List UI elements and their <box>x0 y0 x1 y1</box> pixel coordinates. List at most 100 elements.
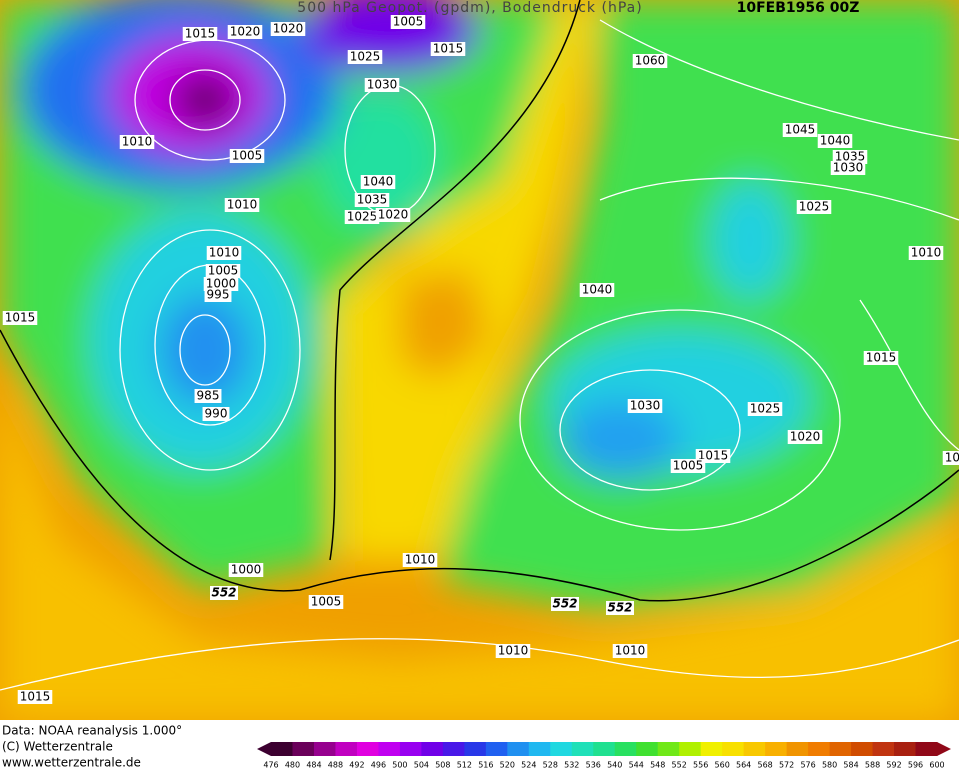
isobar-label-box <box>579 283 615 297</box>
colorbar-tick-label: 560 <box>715 761 730 770</box>
colorbar-tick-label: 488 <box>328 761 343 770</box>
isobar-label-text: 1015 <box>698 449 729 463</box>
isobar-label-text: 1010 <box>615 644 646 658</box>
color-swatch <box>528 742 551 756</box>
isobar-label-box <box>206 246 242 260</box>
colorbar-tick-label: 496 <box>371 761 386 770</box>
isobar-label-box <box>627 399 663 413</box>
colorbar-tick-label: 596 <box>908 761 923 770</box>
isobar-label-text: 1005 <box>393 15 424 29</box>
color-swatch <box>550 742 573 756</box>
colorbar-tick-label: 572 <box>779 761 794 770</box>
colorbar-end-low <box>257 742 271 756</box>
isobar-label: 1010 <box>495 644 531 658</box>
color-swatch <box>421 742 444 756</box>
isobar-label-box <box>194 389 222 403</box>
isobar-label: 1020 <box>375 208 411 222</box>
isobar-label-text: 1020 <box>378 208 409 222</box>
isobar-label: 1010 <box>612 644 648 658</box>
colorbar-tick-label: 592 <box>886 761 901 770</box>
color-swatch <box>786 742 809 756</box>
color-swatch <box>872 742 895 756</box>
color-swatch <box>829 742 852 756</box>
isobar-label-box <box>782 123 818 137</box>
isobar-label-text: 1035 <box>835 150 866 164</box>
isobar-label-text: 1010 <box>911 246 942 260</box>
isobar-label: 1010 <box>224 198 260 212</box>
color-swatch <box>851 742 874 756</box>
isobar-label: 1000 <box>203 277 239 291</box>
color-swatch <box>399 742 422 756</box>
color-swatch <box>335 742 358 756</box>
colorbar-tick-label: 480 <box>285 761 300 770</box>
isobar-label: 1015 <box>17 690 53 704</box>
isobar-label-box <box>670 459 706 473</box>
isobar-label-box <box>787 430 823 444</box>
colorbar-tick-label: 584 <box>843 761 858 770</box>
isobar-label-box <box>205 264 241 278</box>
isobar-label-text: 1015 <box>945 451 959 465</box>
isobar-label-text: 1020 <box>273 22 304 36</box>
isobar-label: 1005 <box>229 149 265 163</box>
isobar-label: 1015 <box>2 311 38 325</box>
colorbar-tick-label: 544 <box>629 761 644 770</box>
isobar-label: 1005 <box>390 15 426 29</box>
isobar-label-text: 1020 <box>230 25 261 39</box>
geopotential-label: 552 <box>606 601 634 615</box>
isobar-label-box <box>360 175 396 189</box>
color-swatch <box>464 742 487 756</box>
isobar-label: 1025 <box>747 402 783 416</box>
isobar-label-box <box>942 451 959 465</box>
isobar-label: 995 <box>204 288 232 302</box>
geopotential-label-text: 552 <box>607 601 632 615</box>
colorbar-tick-label: 500 <box>392 761 407 770</box>
isobar-label-box <box>832 150 868 164</box>
isobar-label-box <box>817 134 853 148</box>
isobar-label: 1025 <box>347 50 383 64</box>
colorbar-tick-label: 516 <box>478 761 493 770</box>
isobar-label-box <box>227 25 263 39</box>
isobar-label: 985 <box>194 389 222 403</box>
isobar-label-text: 1030 <box>630 399 661 413</box>
geopotential-label-box <box>551 597 579 611</box>
isobar-label: 1015 <box>430 42 466 56</box>
colorbar-tick-label: 564 <box>736 761 751 770</box>
isobar-label-box <box>863 351 899 365</box>
isobar-label-box <box>270 22 306 36</box>
isobar-label-text: 1010 <box>498 644 529 658</box>
isobar-label: 1035 <box>354 193 390 207</box>
isobar-label: 1005 <box>670 459 706 473</box>
isobar-label-box <box>2 311 38 325</box>
geopotential-label-box <box>606 601 634 615</box>
isobar-label-box <box>612 644 648 658</box>
isobar-label-box <box>203 277 239 291</box>
isobar-label-text: 1025 <box>347 210 378 224</box>
isobar-label: 1015 <box>863 351 899 365</box>
isobar-label-box <box>402 553 438 567</box>
isobar-label-text: 1020 <box>790 430 821 444</box>
colorbar-tick-label: 540 <box>607 761 622 770</box>
isobar-label-box <box>308 595 344 609</box>
color-swatch <box>722 742 745 756</box>
isobar-label-text: 1010 <box>227 198 258 212</box>
isobar-label-text: 1035 <box>357 193 388 207</box>
colorbar-tick-label: 588 <box>865 761 880 770</box>
map <box>0 0 959 720</box>
color-swatch <box>356 742 379 756</box>
isobar-label-text: 1025 <box>799 200 830 214</box>
color-swatch <box>808 742 831 756</box>
colorbar-tick-label: 576 <box>800 761 815 770</box>
isobar-label-box <box>347 50 383 64</box>
isobar-label-box <box>354 193 390 207</box>
isobar-label-box <box>375 208 411 222</box>
colorbar-tick-label: 528 <box>543 761 558 770</box>
color-swatch <box>894 742 917 756</box>
isobar-label-box <box>908 246 944 260</box>
isobar-label: 1035 <box>832 150 868 164</box>
isobar-label: 990 <box>202 407 230 421</box>
color-swatch <box>378 742 401 756</box>
isobar-label-box <box>390 15 426 29</box>
isobar-label-text: 1015 <box>866 351 897 365</box>
colorbar-tick-label: 508 <box>435 761 450 770</box>
